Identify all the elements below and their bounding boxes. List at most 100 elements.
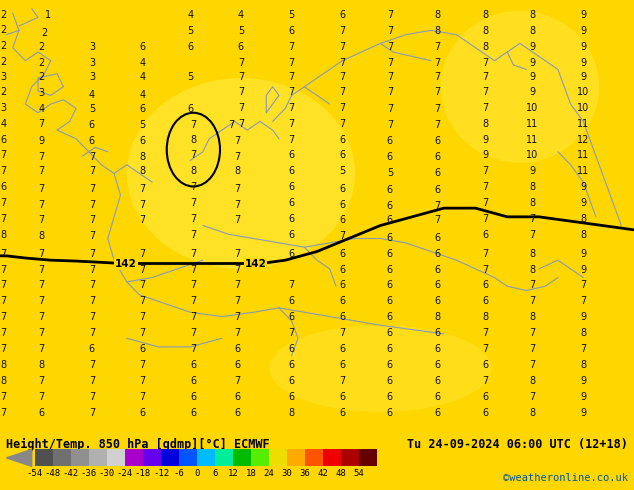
Text: 6: 6 (89, 136, 95, 146)
Text: 7: 7 (89, 249, 95, 259)
Text: 11: 11 (526, 135, 539, 145)
Polygon shape (6, 449, 32, 466)
Text: 11: 11 (577, 166, 590, 176)
Text: 6: 6 (0, 182, 6, 193)
Text: 7: 7 (0, 392, 6, 402)
Text: 12: 12 (577, 135, 590, 145)
Text: 2: 2 (0, 56, 6, 67)
Text: 36: 36 (300, 468, 311, 478)
Text: 7: 7 (235, 184, 241, 194)
Text: 7: 7 (235, 296, 241, 306)
Text: 4: 4 (238, 10, 244, 20)
Text: 7: 7 (139, 184, 146, 194)
Text: 7: 7 (0, 166, 6, 176)
Text: 7: 7 (190, 296, 197, 306)
Text: 6: 6 (288, 313, 295, 322)
Text: 7: 7 (190, 313, 197, 322)
Text: 6: 6 (139, 42, 146, 52)
Text: 7: 7 (38, 296, 44, 306)
Bar (269, 449, 287, 466)
Text: 8: 8 (0, 360, 6, 370)
Text: 5: 5 (187, 26, 193, 36)
Text: 7: 7 (139, 328, 146, 338)
Text: 7: 7 (339, 376, 346, 386)
Text: 4: 4 (0, 119, 6, 128)
Text: 7: 7 (89, 328, 95, 338)
Text: 4: 4 (139, 58, 146, 68)
Text: 8: 8 (529, 313, 536, 322)
Text: 7: 7 (482, 87, 488, 97)
Text: 7: 7 (482, 249, 488, 259)
Text: 6: 6 (212, 468, 217, 478)
Text: 7: 7 (238, 87, 244, 97)
Text: 8: 8 (38, 360, 44, 370)
Text: 42: 42 (318, 468, 328, 478)
Text: 6: 6 (387, 392, 393, 402)
Text: 7: 7 (38, 344, 44, 354)
Text: 6: 6 (482, 408, 488, 418)
Text: 6: 6 (339, 296, 346, 306)
Text: 4: 4 (89, 90, 95, 99)
Text: 7: 7 (387, 87, 393, 97)
Text: 6: 6 (482, 280, 488, 291)
Text: 7: 7 (482, 166, 488, 176)
Text: 6: 6 (288, 344, 295, 354)
Text: 6: 6 (339, 184, 346, 194)
Text: 6: 6 (387, 249, 393, 259)
Bar (53, 449, 71, 466)
Text: 7: 7 (235, 152, 241, 162)
Text: 7: 7 (339, 102, 346, 113)
Text: -6: -6 (174, 468, 184, 478)
Text: 6: 6 (482, 296, 488, 306)
Text: 7: 7 (190, 344, 197, 354)
Text: 7: 7 (339, 72, 346, 82)
Bar (89, 449, 107, 466)
Text: 6: 6 (387, 376, 393, 386)
Text: 6: 6 (339, 215, 346, 225)
Text: 11: 11 (577, 119, 590, 128)
Bar (107, 449, 125, 466)
Text: 6: 6 (190, 392, 197, 402)
Text: 6: 6 (235, 360, 241, 370)
Bar (215, 449, 233, 466)
Text: 7: 7 (580, 280, 586, 291)
Text: 7: 7 (288, 72, 295, 82)
Text: 7: 7 (89, 200, 95, 210)
Text: 6: 6 (190, 376, 197, 386)
Text: 12: 12 (228, 468, 238, 478)
Text: 7: 7 (89, 313, 95, 322)
Text: 7: 7 (0, 328, 6, 338)
Bar (35, 449, 53, 466)
Text: 7: 7 (235, 200, 241, 210)
Text: 7: 7 (0, 344, 6, 354)
Text: 7: 7 (0, 296, 6, 306)
Text: 7: 7 (190, 182, 197, 193)
Text: 7: 7 (434, 201, 441, 211)
Text: 6: 6 (434, 280, 441, 291)
Text: 10: 10 (526, 150, 539, 160)
Bar (197, 449, 215, 466)
Text: 6: 6 (235, 392, 241, 402)
Text: -54: -54 (27, 468, 43, 478)
Text: 9: 9 (529, 42, 536, 52)
Text: 8: 8 (482, 42, 488, 52)
Text: 6: 6 (434, 392, 441, 402)
Text: 8: 8 (139, 152, 146, 162)
Text: 142: 142 (245, 259, 266, 269)
Text: 6: 6 (387, 215, 393, 225)
Text: 7: 7 (89, 408, 95, 418)
Text: 2: 2 (0, 41, 6, 50)
Text: 8: 8 (482, 119, 488, 128)
Text: 9: 9 (580, 72, 586, 82)
Text: 7: 7 (529, 296, 536, 306)
Text: 4: 4 (187, 10, 193, 20)
Text: 7: 7 (482, 344, 488, 354)
Text: 6: 6 (139, 344, 146, 354)
Text: 8: 8 (38, 231, 44, 242)
Text: 7: 7 (38, 184, 44, 194)
Text: Height/Temp. 850 hPa [gdmp][°C] ECMWF: Height/Temp. 850 hPa [gdmp][°C] ECMWF (6, 438, 270, 451)
Text: 7: 7 (339, 119, 346, 128)
Text: 7: 7 (288, 87, 295, 97)
Text: 6: 6 (387, 344, 393, 354)
Text: 9: 9 (580, 249, 586, 259)
